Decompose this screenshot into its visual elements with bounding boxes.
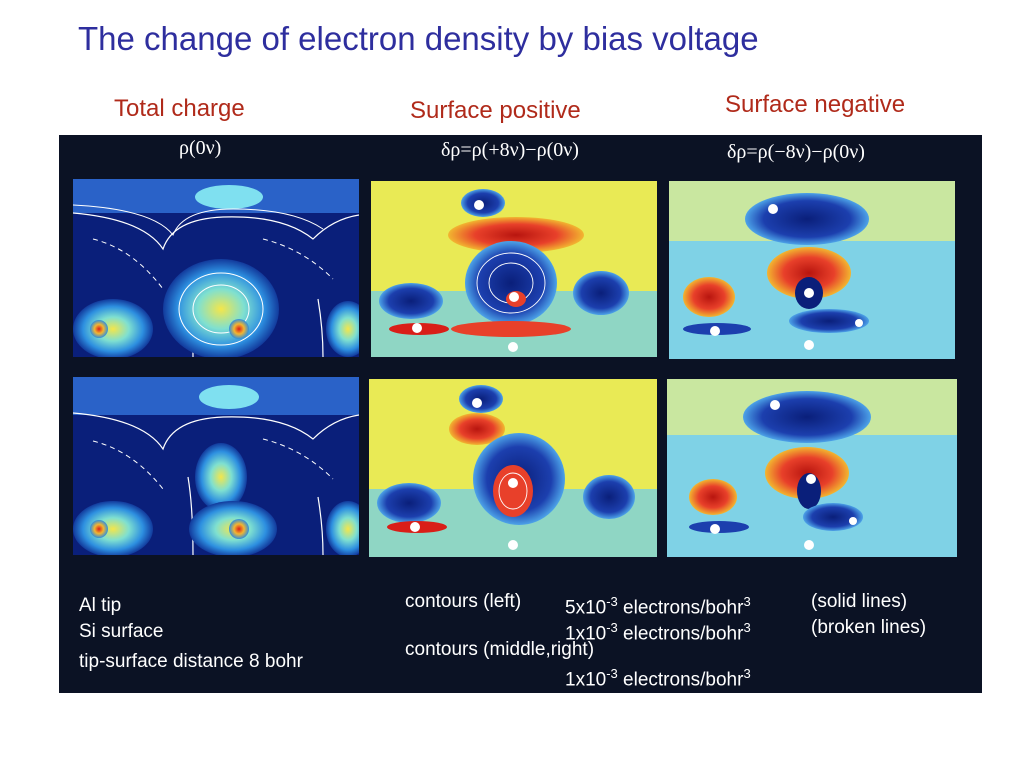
panel-total-charge-top [73, 179, 359, 357]
column-label-surface-positive: Surface positive [410, 97, 581, 124]
panel-surface-negative-bottom [667, 379, 957, 557]
legend-contours-left-unit-2: electrons/bohr [623, 623, 744, 645]
legend-contours-left-unit-1: electrons/bohr [623, 597, 744, 619]
panel-total-charge-bottom [73, 377, 359, 555]
legend-contours-left-exp-1: -3 [606, 594, 618, 609]
panel-surface-positive-bottom [369, 379, 657, 557]
legend-contours-left-exp-2: -3 [606, 620, 618, 635]
legend-tip-material: Al tip [79, 595, 122, 616]
column-label-total-charge: Total charge [114, 95, 245, 122]
legend-contours-left-value-1: 5x10 [565, 597, 607, 619]
legend-tip-surface-distance: tip-surface distance 8 bohr [79, 651, 303, 672]
legend-contours-middle-unit-exp: 3 [743, 666, 751, 681]
legend-system-description: Al tip Si surface tip-surface distance 8… [79, 593, 303, 675]
legend-broken-lines: (broken lines) [811, 617, 927, 638]
legend-contours-left-value-2: 1x10 [565, 623, 607, 645]
column-label-surface-negative: Surface negative [725, 91, 906, 118]
legend-contours-left-unit-exp-1: 3 [743, 594, 751, 609]
legend-contours-middle-exp: -3 [606, 666, 618, 681]
slide-title: The change of electron density by bias v… [78, 20, 759, 57]
formula-total-charge: ρ(0ν) [179, 137, 222, 159]
formula-surface-negative: δρ=ρ(−8ν)−ρ(0ν) [727, 141, 865, 163]
density-figure: ρ(0ν) δρ=ρ(+8ν)−ρ(0ν) δρ=ρ(−8ν)−ρ(0ν) [59, 135, 982, 693]
legend-contours-middle-right-label: contours (middle,right) [405, 639, 595, 660]
panel-surface-positive-top [371, 181, 657, 357]
legend-contours-middle-value: 1x10 [565, 669, 607, 691]
formula-surface-positive: δρ=ρ(+8ν)−ρ(0ν) [441, 139, 579, 161]
legend-contours-left-unit-exp-2: 3 [743, 620, 751, 635]
panel-surface-negative-top [669, 181, 955, 359]
legend-surface-material: Si surface [79, 621, 164, 642]
legend-contours-middle-unit: electrons/bohr [623, 669, 744, 691]
legend-contours-left-label: contours (left) [405, 591, 522, 612]
legend-solid-lines: (solid lines) [811, 591, 908, 612]
legend-contours: contours (left) 5x10-3 electrons/bohr3 (… [405, 589, 926, 690]
